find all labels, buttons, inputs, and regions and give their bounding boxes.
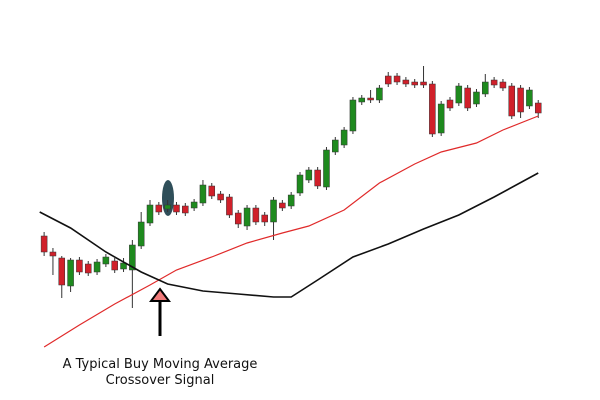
candle-body bbox=[455, 85, 463, 104]
candle-body bbox=[243, 207, 251, 227]
candle-body bbox=[429, 83, 436, 135]
candle-body bbox=[305, 169, 313, 181]
candle-body bbox=[482, 81, 489, 95]
candle-body bbox=[473, 91, 480, 105]
candle-body bbox=[332, 139, 339, 153]
candle-body bbox=[464, 87, 471, 109]
candle-body bbox=[146, 204, 154, 224]
candle-body bbox=[517, 87, 524, 113]
candle-body bbox=[173, 204, 180, 213]
candle-body bbox=[411, 81, 418, 86]
candle-body bbox=[358, 97, 366, 103]
candle-body bbox=[208, 185, 216, 197]
candle-body bbox=[323, 149, 330, 188]
candle-body bbox=[199, 184, 207, 204]
candle-body bbox=[155, 204, 163, 213]
candle-body bbox=[102, 256, 110, 265]
candle-body bbox=[261, 214, 268, 223]
candle-body bbox=[526, 89, 533, 107]
candle-body bbox=[367, 97, 374, 101]
candle-body bbox=[490, 79, 498, 86]
candle-body bbox=[402, 79, 410, 85]
candle-body bbox=[111, 260, 118, 271]
candle-body bbox=[508, 85, 516, 117]
candle-body bbox=[234, 212, 242, 225]
candle-body bbox=[499, 81, 507, 89]
candle-body bbox=[287, 194, 295, 207]
candle-body bbox=[182, 205, 189, 214]
candle-body bbox=[93, 261, 101, 273]
candle-body bbox=[129, 244, 136, 271]
candle-body bbox=[393, 75, 401, 83]
candle-body bbox=[340, 129, 348, 146]
candle-body bbox=[314, 169, 321, 187]
marks bbox=[39, 66, 542, 348]
candle-body bbox=[76, 259, 83, 273]
candle-body bbox=[252, 207, 260, 223]
candle-body bbox=[137, 221, 145, 247]
candle-body bbox=[270, 199, 277, 223]
arrow-head bbox=[149, 287, 171, 302]
candle-body bbox=[420, 81, 427, 86]
candle-body bbox=[120, 262, 127, 270]
candle-body bbox=[446, 99, 454, 109]
candle-body bbox=[40, 235, 48, 253]
annotation: A Typical Buy Moving Average bbox=[63, 357, 258, 372]
annotation: Crossover Signal bbox=[106, 373, 215, 388]
candle-body bbox=[226, 196, 233, 216]
candle-body bbox=[84, 263, 92, 274]
candle-body bbox=[58, 257, 66, 286]
candle-body bbox=[296, 174, 304, 194]
candle-body bbox=[190, 201, 198, 209]
moving-average bbox=[43, 115, 539, 348]
candle-body bbox=[217, 193, 224, 201]
candle-body bbox=[279, 202, 286, 209]
candle-body bbox=[376, 87, 383, 101]
candle-body bbox=[67, 259, 74, 287]
candle-body bbox=[49, 251, 57, 257]
candle-body bbox=[384, 75, 392, 85]
candle-body bbox=[164, 204, 171, 210]
candle-body bbox=[437, 103, 445, 134]
candle-body bbox=[349, 99, 357, 132]
moving-average bbox=[39, 172, 539, 298]
candle-body bbox=[534, 102, 542, 114]
